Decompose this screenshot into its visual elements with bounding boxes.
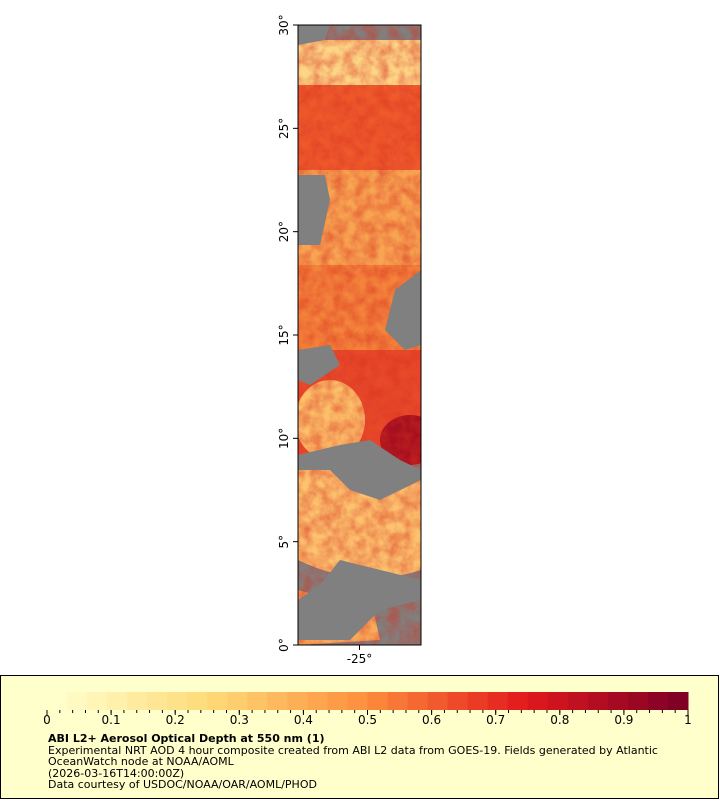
x-tick-label: -25°: [347, 652, 373, 666]
colorbar-step: [267, 692, 288, 710]
legend-line: Data courtesy of USDOC/NOAA/OAR/AOML/PHO…: [48, 778, 317, 791]
colorbar-step: [447, 692, 469, 710]
colorbar-step: [347, 692, 368, 710]
y-tick-label: 10°: [277, 428, 291, 449]
colorbar-tick-label: 0.8: [550, 713, 569, 727]
colorbar-step: [127, 692, 148, 710]
y-tick-label: 15°: [277, 324, 291, 345]
colorbar-tick-label: 0.1: [102, 713, 121, 727]
colorbar-tick-label: 0.6: [422, 713, 441, 727]
y-tick-label: 0°: [277, 638, 291, 652]
colorbar-tick-label: 0.4: [294, 713, 313, 727]
colorbar-tick-label: 1: [684, 713, 692, 727]
colorbar-step: [387, 692, 409, 710]
y-tick-label: 30°: [277, 14, 291, 35]
colorbar-step: [527, 692, 549, 710]
colorbar-step: [507, 692, 529, 710]
colorbar-step: [67, 692, 88, 710]
colorbar-step: [307, 692, 328, 710]
colorbar-step: [247, 692, 268, 710]
colorbar-step: [327, 692, 348, 710]
colorbar-step: [627, 692, 649, 710]
colorbar-step: [287, 692, 308, 710]
colorbar-step: [487, 692, 509, 710]
colorbar-tick-label: 0.3: [230, 713, 249, 727]
colorbar-tick-label: 0.5: [358, 713, 377, 727]
colorbar-step: [467, 692, 489, 710]
legend-line: (2026-03-16T14:00:00Z): [48, 767, 184, 780]
map-field: [298, 25, 421, 645]
legend-line: Experimental NRT AOD 4 hour composite cr…: [48, 744, 658, 757]
legend-title: ABI L2+ Aerosol Optical Depth at 550 nm …: [48, 732, 325, 745]
colorbar-tick-label: 0.2: [166, 713, 185, 727]
colorbar-step: [547, 692, 569, 710]
colorbar-step: [187, 692, 208, 710]
y-tick-label: 25°: [277, 118, 291, 139]
colorbar-step: [167, 692, 188, 710]
y-tick-label: 20°: [277, 221, 291, 242]
colorbar-step: [87, 692, 108, 710]
colorbar-tick-label: 0: [43, 713, 51, 727]
legend-line: OceanWatch node at NOAA/AOML: [48, 755, 235, 768]
colorbar-step: [427, 692, 449, 710]
colorbar-step: [147, 692, 168, 710]
colorbar-step: [227, 692, 248, 710]
colorbar-step: [647, 692, 669, 710]
colorbar-step: [107, 692, 128, 710]
colorbar-step: [407, 692, 429, 710]
colorbar-step: [667, 692, 689, 710]
colorbar-tick-label: 0.9: [614, 713, 633, 727]
colorbar-step: [47, 692, 68, 710]
y-tick-label: 5°: [277, 535, 291, 549]
colorbar-step: [567, 692, 589, 710]
colorbar-step: [607, 692, 629, 710]
colorbar-step: [207, 692, 228, 710]
colorbar-step: [587, 692, 609, 710]
colorbar-tick-label: 0.7: [486, 713, 505, 727]
colorbar-step: [367, 692, 389, 710]
